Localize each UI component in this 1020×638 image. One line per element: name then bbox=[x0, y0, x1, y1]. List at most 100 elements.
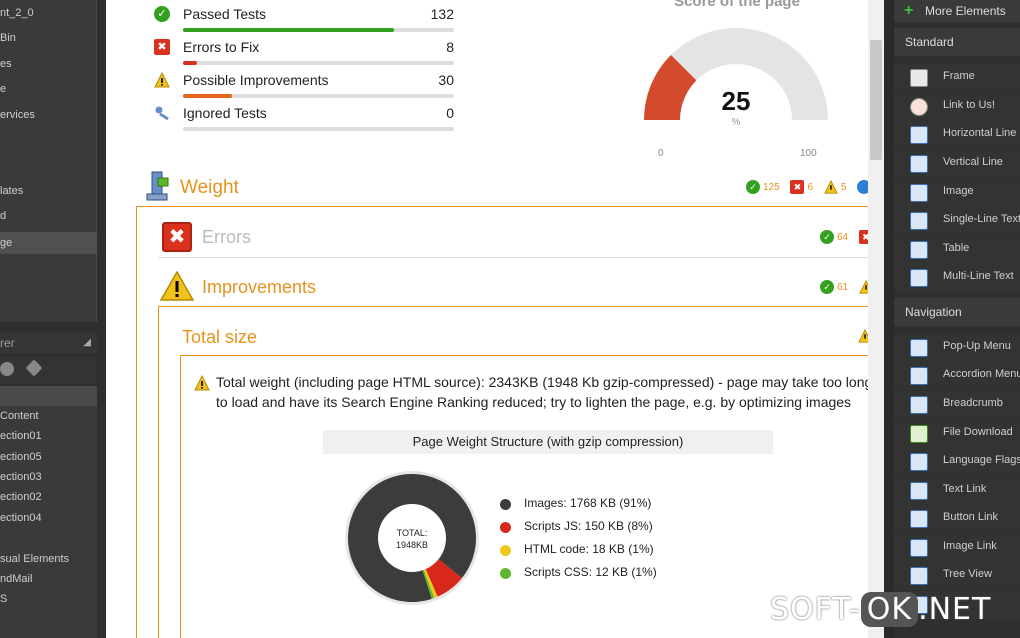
element-frame[interactable]: Frame bbox=[894, 64, 1020, 92]
error-count: 6 bbox=[807, 181, 814, 193]
total-size-rule bbox=[180, 355, 868, 356]
pin-icon[interactable]: ◢ bbox=[83, 337, 91, 348]
tree-item[interactable]: d bbox=[0, 207, 6, 225]
element-popup-menu[interactable]: Pop-Up Menu bbox=[894, 334, 1020, 362]
total-size-title[interactable]: Total size bbox=[182, 327, 258, 347]
plus-icon: + bbox=[904, 2, 914, 19]
element-single-line-text[interactable]: Single-Line Text bbox=[894, 207, 1020, 235]
button-link-icon bbox=[910, 510, 928, 528]
element-label: Image bbox=[943, 185, 974, 197]
tree-item-label: nt_2_0 bbox=[0, 7, 34, 19]
element-tree-view[interactable]: Tree View bbox=[894, 562, 1020, 590]
category-navigation[interactable]: Navigation bbox=[894, 298, 1020, 326]
tree-item-selected[interactable]: ge bbox=[0, 232, 97, 254]
tree-item[interactable]: Bin bbox=[0, 29, 16, 47]
element-breadcrumb[interactable]: Breadcrumb bbox=[894, 391, 1020, 419]
donut-center-value: 1948KB bbox=[396, 540, 428, 550]
element-accordion-menu[interactable]: Accordion Menu bbox=[894, 362, 1020, 390]
progress-fill bbox=[183, 28, 395, 32]
elements-panel: + More Elements Standard Frame Link to U… bbox=[894, 0, 1020, 638]
progress-track bbox=[183, 94, 454, 98]
weight-icon bbox=[144, 170, 170, 202]
tree-item[interactable]: e bbox=[0, 80, 6, 98]
element-multi-line-text[interactable]: Multi-Line Text bbox=[894, 264, 1020, 292]
tree-item[interactable]: lates bbox=[0, 182, 23, 200]
accordion-menu-icon bbox=[910, 367, 928, 385]
progress-track bbox=[183, 127, 454, 131]
explorer-item[interactable]: ection01 bbox=[0, 430, 42, 442]
explorer-selected-row[interactable] bbox=[0, 386, 97, 406]
more-elements-label: More Elements bbox=[925, 4, 1006, 18]
passed-tests-row: ✓ Passed Tests 132 bbox=[154, 2, 454, 32]
gauge-unit: % bbox=[731, 117, 741, 128]
element-horizontal-line[interactable]: Horizontal Line bbox=[894, 121, 1020, 149]
gauge-svg bbox=[644, 28, 828, 121]
passed-count: 64 bbox=[837, 231, 849, 243]
passed-count: 61 bbox=[837, 281, 849, 293]
explorer-item[interactable]: ection05 bbox=[0, 451, 42, 463]
progress-track bbox=[183, 61, 454, 65]
warning-count: 5 bbox=[840, 181, 847, 193]
project-tree-panel: nt_2_0 Bin es e ervices lates d ge rer ◢… bbox=[0, 0, 106, 638]
element-file-download[interactable]: File Download bbox=[894, 420, 1020, 448]
explorer-item[interactable]: ection02 bbox=[0, 491, 42, 503]
legend-dot bbox=[500, 568, 511, 579]
more-elements-button[interactable]: + More Elements bbox=[894, 0, 1020, 22]
explorer-item[interactable]: ndMail bbox=[0, 573, 33, 585]
element-image-link[interactable]: Image Link bbox=[894, 534, 1020, 562]
element-label: File Download bbox=[943, 426, 1013, 438]
test-count: 8 bbox=[446, 39, 454, 55]
explorer-item[interactable]: S bbox=[0, 593, 8, 605]
element-label: Text Link bbox=[943, 483, 987, 495]
element-text-link[interactable]: Text Link bbox=[894, 477, 1020, 505]
delete-icon[interactable] bbox=[0, 362, 14, 376]
warning-icon bbox=[823, 179, 838, 194]
weight-donut-chart: TOTAL: 1948KB bbox=[344, 470, 480, 606]
donut-svg: TOTAL: 1948KB bbox=[345, 471, 479, 605]
explorer-item[interactable]: sual Elements bbox=[0, 553, 70, 565]
explorer-item[interactable]: Content bbox=[0, 410, 39, 422]
element-vertical-line[interactable]: Vertical Line bbox=[894, 150, 1020, 178]
tree-item-label: ervices bbox=[0, 109, 35, 121]
test-count: 30 bbox=[438, 72, 454, 88]
gauge-max: 100 bbox=[800, 148, 817, 159]
warning-icon bbox=[194, 374, 210, 396]
element-image[interactable]: Image bbox=[894, 179, 1020, 207]
element-language-flags[interactable]: Language Flags bbox=[894, 448, 1020, 476]
explorer-item[interactable]: ection03 bbox=[0, 471, 42, 483]
element-label: Tree View bbox=[943, 568, 992, 580]
category-standard[interactable]: Standard bbox=[894, 28, 1020, 56]
tag-icon[interactable] bbox=[25, 359, 43, 377]
tree-item[interactable]: nt_2_0 bbox=[0, 4, 34, 22]
tree-item[interactable]: es bbox=[0, 55, 12, 73]
element-label: Image Link bbox=[943, 540, 997, 552]
element-label: Button Link bbox=[943, 511, 999, 523]
improvements-title[interactable]: Improvements bbox=[202, 277, 317, 297]
legend-label: Images: 1768 KB (91%) bbox=[524, 496, 652, 510]
tree-item[interactable]: ervices bbox=[0, 106, 35, 124]
check-icon: ✓ bbox=[154, 6, 170, 22]
test-label: Possible Improvements bbox=[183, 72, 329, 88]
element-label: Breadcrumb bbox=[943, 397, 1003, 409]
element-label: Vertical Line bbox=[943, 156, 1003, 168]
frame-icon bbox=[910, 69, 928, 87]
ignored-row: Ignored Tests 0 bbox=[154, 101, 454, 131]
weight-title[interactable]: Weight bbox=[180, 177, 239, 198]
text-link-icon bbox=[910, 482, 928, 500]
errors-title[interactable]: Errors bbox=[202, 227, 251, 247]
donut-center-label: TOTAL: bbox=[397, 528, 428, 538]
element-table[interactable]: Table bbox=[894, 236, 1020, 264]
weight-border bbox=[136, 206, 137, 638]
element-link-to-us[interactable]: Link to Us! bbox=[894, 93, 1020, 121]
scrollbar-thumb[interactable] bbox=[870, 40, 882, 160]
file-download-icon bbox=[910, 425, 928, 443]
panel-splitter[interactable] bbox=[884, 0, 894, 638]
errors-badges: ✓ 64 ✖ bbox=[820, 230, 868, 244]
check-icon: ✓ bbox=[820, 280, 834, 294]
element-label: Horizontal Line bbox=[943, 127, 1017, 139]
legend-dot bbox=[500, 522, 511, 533]
explorer-item[interactable]: ection04 bbox=[0, 512, 42, 524]
vertical-scrollbar[interactable] bbox=[868, 0, 884, 638]
project-tree: nt_2_0 Bin es e ervices lates d ge bbox=[0, 0, 97, 322]
element-button-link[interactable]: Button Link bbox=[894, 505, 1020, 533]
